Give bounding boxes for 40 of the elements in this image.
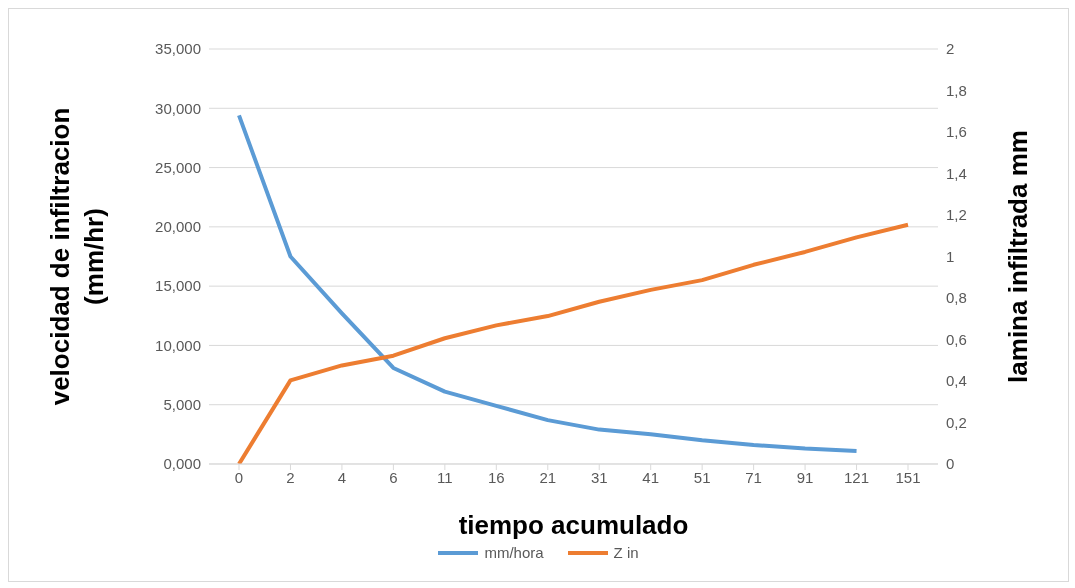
- y-tick-label: 30,000: [155, 99, 201, 117]
- y-tick-label: 20,000: [155, 218, 201, 236]
- y-axis-title: velocidad de infiltracion (mm/hr): [45, 107, 109, 406]
- x-tick-label: 0: [234, 468, 244, 486]
- line-series: [237, 222, 910, 464]
- x-tick-label: 31: [590, 468, 608, 486]
- x-tick-label: 91: [796, 468, 814, 486]
- x-tick-label: 11: [437, 468, 453, 486]
- y-tick-label: 0,000: [163, 455, 201, 473]
- y2-tick-label: 0,8: [946, 289, 967, 307]
- x-tick-label: 21: [539, 468, 557, 486]
- y2-tick-label: 1: [946, 247, 955, 265]
- y2-axis-title: lamina infiltrada mm: [1003, 130, 1034, 383]
- legend-label: Z in: [612, 544, 639, 561]
- y2-tick-label: 1,6: [946, 123, 967, 141]
- y-tick-label: 35,000: [155, 40, 201, 58]
- y2-tick-label: 1,8: [946, 81, 967, 99]
- x-tick-label: 121: [844, 468, 870, 486]
- x-tick-label: 151: [895, 468, 921, 486]
- y2-tick-label: 0,4: [946, 372, 967, 390]
- y2-tick-label: 0: [946, 455, 955, 473]
- y2-tick-label: 0,6: [946, 330, 967, 348]
- x-tick-label: 71: [745, 468, 762, 486]
- y-tick-label: 10,000: [155, 336, 201, 354]
- x-tick-label: 16: [487, 468, 505, 486]
- x-tick-label: 2: [286, 468, 295, 486]
- x-tick-label: 4: [337, 468, 347, 486]
- y2-tick-label: 2: [946, 40, 955, 58]
- y-tick-label: 25,000: [155, 158, 201, 176]
- y-tick-label: 15,000: [155, 277, 201, 295]
- y2-tick-label: 1,2: [946, 206, 967, 224]
- y-tick-label: 5,000: [163, 396, 201, 414]
- line-series: [237, 113, 859, 453]
- x-tick-label: 41: [642, 468, 660, 486]
- y2-tick-label: 0,2: [946, 413, 967, 431]
- x-tick-label: 51: [693, 468, 711, 486]
- x-axis-title: tiempo acumulado: [458, 510, 689, 540]
- legend-label: mm/hora: [483, 544, 544, 561]
- y2-tick-label: 1,4: [946, 164, 967, 182]
- x-tick-label: 6: [389, 468, 398, 486]
